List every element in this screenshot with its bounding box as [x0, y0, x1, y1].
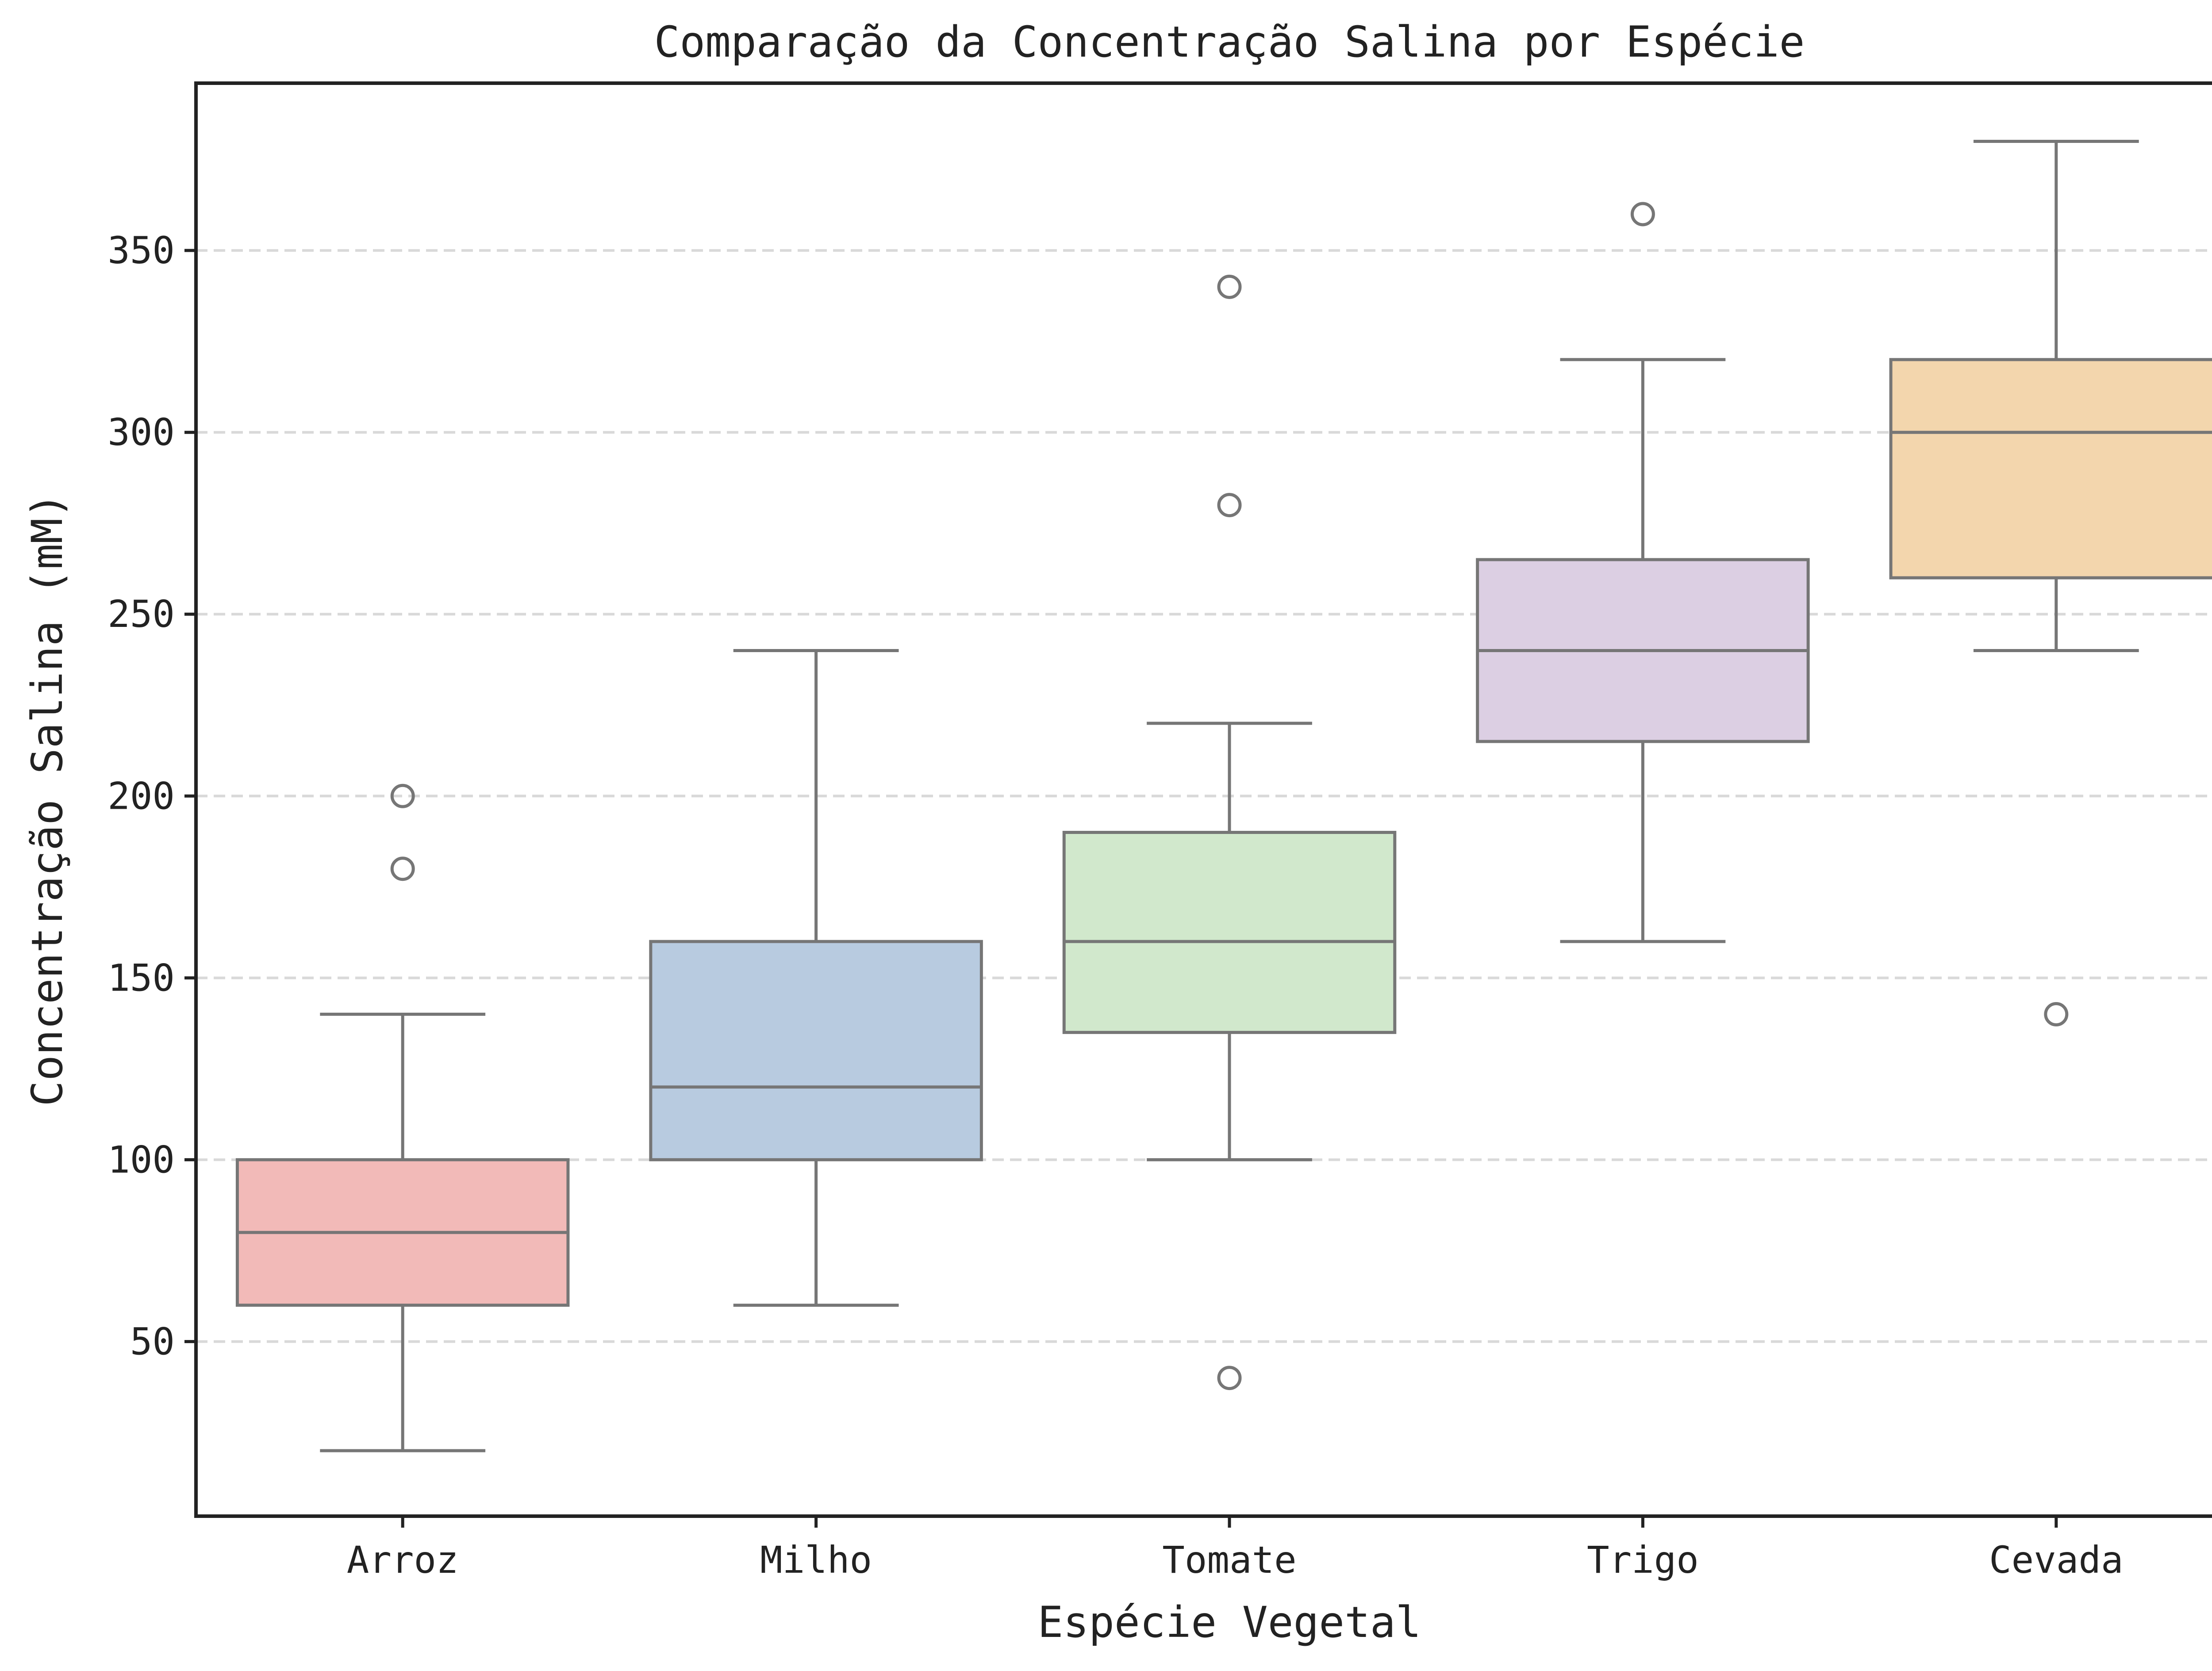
outlier-tomate-1 [1217, 493, 1242, 518]
x-axis-label: Espécie Vegetal [1038, 1598, 1421, 1647]
x-tick-label-tomate: Tomate [1162, 1538, 1296, 1582]
x-tick-label-arroz: Arroz [347, 1538, 459, 1582]
y-tick-label-350: 350 [108, 229, 175, 272]
outlier-arroz-1 [390, 784, 415, 808]
outlier-tomate-2 [1217, 274, 1242, 299]
outlier-trigo-0 [1630, 202, 1655, 227]
box-cevada [1889, 358, 2212, 580]
outlier-arroz-0 [390, 857, 415, 881]
box-group-tomate [1062, 274, 1397, 1391]
x-tick-label-cevada: Cevada [1989, 1538, 2123, 1582]
y-tick-label-300: 300 [108, 411, 175, 454]
y-axis-label: Concentração Salina (mM) [23, 492, 72, 1106]
outlier-cevada-0 [2044, 1002, 2069, 1027]
box-group-trigo [1476, 202, 1810, 943]
box-group-cevada [1889, 140, 2212, 1027]
y-tick-label-100: 100 [108, 1138, 175, 1181]
x-tick-label-milho: Milho [760, 1538, 872, 1582]
y-tick-label-200: 200 [108, 774, 175, 818]
tick-layer: 50 100 150 200 250 300 350 Arroz Milho Tomate Trig… [108, 229, 2123, 1582]
box-layer [235, 140, 2212, 1452]
box-group-milho [649, 649, 983, 1307]
y-tick-label-250: 250 [108, 592, 175, 636]
outlier-tomate-0 [1217, 1366, 1242, 1391]
box-milho [649, 940, 983, 1161]
box-tomate [1062, 830, 1397, 1034]
x-tick-label-trigo: Trigo [1587, 1538, 1699, 1582]
box-group-arroz [235, 784, 570, 1452]
chart-title: Comparação da Concentração Salina por Es… [654, 17, 1805, 67]
y-tick-label-150: 150 [108, 956, 175, 999]
y-tick-label-50: 50 [130, 1320, 175, 1363]
